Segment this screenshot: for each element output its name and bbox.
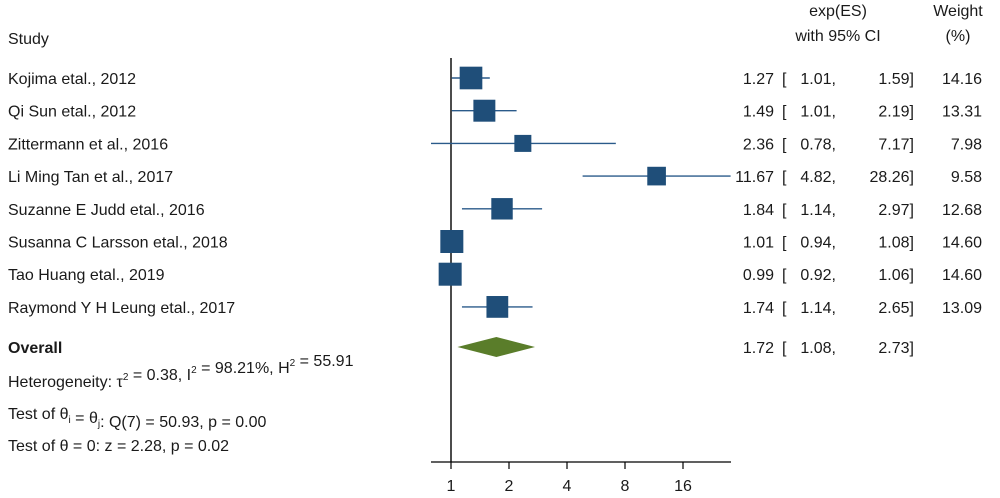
x-tick-label: 2 [505, 478, 514, 495]
x-tick-label: 1 [447, 478, 456, 495]
x-tick-label: 8 [621, 478, 630, 495]
study-label: Zittermann et al., 2016 [8, 136, 168, 153]
study-row: Qi Sun etal., 2012 1.49 [1.01, 2.19] 13.31 [8, 99, 982, 122]
study-label: Susanna C Larsson etal., 2018 [8, 235, 228, 252]
es-value: 11.67 [735, 169, 774, 186]
ci-lower: 4.82, [800, 169, 836, 186]
ci-upper: 2.65] [878, 300, 914, 317]
effect-marker [486, 296, 509, 318]
es-value: 1.27 [743, 71, 774, 88]
stat-heterogeneity: Heterogeneity: τ2 = 0.38, I2 = 98.21%, H… [8, 353, 354, 391]
overall-es: 1.72 [743, 340, 774, 357]
study-label: Kojima etal., 2012 [8, 71, 136, 88]
study-label: Suzanne E Judd etal., 2016 [8, 202, 205, 219]
header-es-line1: exp(ES) [809, 3, 867, 20]
overall-label: Overall [8, 340, 62, 357]
ci-upper: 28.26] [870, 169, 914, 186]
overall-bracket-open: [ [782, 340, 787, 357]
header-study: Study [8, 31, 49, 48]
study-row: Susanna C Larsson etal., 2018 1.01 [0.94, 1… [8, 230, 982, 253]
effect-marker [514, 134, 532, 152]
ci-upper: 7.17] [878, 136, 914, 153]
overall-row: Overall 1.72 [1.08, 2.73] [8, 337, 914, 357]
es-value: 1.01 [743, 235, 774, 252]
es-value: 0.99 [743, 267, 774, 284]
stat-test-equal: Test of θi = θj: Q(7) = 50.93, p = 0.00 [8, 406, 267, 431]
es-value: 2.36 [743, 136, 774, 153]
effect-marker [473, 99, 496, 122]
stat-test-zero: Test of θ = 0: z = 2.28, p = 0.02 [8, 438, 229, 455]
bracket-open: [ [782, 202, 787, 219]
x-axis: 1 2 4 8 16 [431, 58, 731, 495]
study-row: Li Ming Tan et al., 2017 11.67 [4.82, 28.26… [8, 166, 982, 186]
study-label: Qi Sun etal., 2012 [8, 104, 136, 121]
ci-lower: 1.14, [800, 300, 836, 317]
weight-value: 13.09 [942, 300, 982, 317]
study-label: Tao Huang etal., 2019 [8, 267, 165, 284]
x-tick-label: 16 [674, 478, 692, 495]
study-row: Suzanne E Judd etal., 2016 1.84 [1.14, 2.97… [8, 198, 982, 220]
ci-upper: 1.59] [878, 71, 914, 88]
weight-value: 12.68 [942, 202, 982, 219]
bracket-open: [ [782, 169, 787, 186]
effect-marker [491, 198, 513, 220]
bracket-open: [ [782, 104, 787, 121]
overall-ci-lower: 1.08, [800, 340, 836, 357]
es-value: 1.74 [743, 300, 774, 317]
overall-diamond [457, 337, 536, 357]
ci-lower: 0.94, [800, 235, 836, 252]
ci-lower: 1.01, [800, 71, 836, 88]
header-weight-line1: Weight [933, 3, 983, 20]
bracket-open: [ [782, 235, 787, 252]
overall-ci-upper: 2.73] [878, 340, 914, 357]
header-es-line2: with 95% CI [794, 28, 880, 45]
ci-upper: 1.06] [878, 267, 914, 284]
ci-upper: 2.19] [878, 104, 914, 121]
effect-marker [647, 166, 666, 186]
bracket-open: [ [782, 267, 787, 284]
weight-value: 14.16 [942, 71, 982, 88]
study-row: Kojima etal., 2012 1.27 [1.01, 1.59] 14.16 [8, 66, 982, 90]
weight-value: 9.58 [951, 169, 982, 186]
ci-lower: 0.92, [800, 267, 836, 284]
effect-marker [440, 230, 464, 253]
weight-value: 14.60 [942, 267, 982, 284]
bracket-open: [ [782, 71, 787, 88]
x-tick-label: 4 [563, 478, 572, 495]
ci-upper: 2.97] [878, 202, 914, 219]
study-row: Tao Huang etal., 2019 0.99 [0.92, 1.06] 14.6… [8, 262, 982, 286]
statistics-text: Heterogeneity: τ2 = 0.38, I2 = 98.21%, H… [8, 353, 354, 455]
es-value: 1.49 [743, 104, 774, 121]
study-label: Raymond Y H Leung etal., 2017 [8, 300, 235, 317]
study-label: Li Ming Tan et al., 2017 [8, 169, 173, 186]
study-rows: Kojima etal., 2012 1.27 [1.01, 1.59] 14.16 Qi… [8, 66, 982, 318]
effect-marker [438, 262, 462, 286]
weight-value: 7.98 [951, 136, 982, 153]
ci-lower: 1.14, [800, 202, 836, 219]
effect-marker [459, 66, 483, 90]
study-row: Raymond Y H Leung etal., 2017 1.74 [1.14, 2… [8, 296, 982, 318]
header-weight-line2: (%) [946, 28, 971, 45]
ci-lower: 0.78, [800, 136, 836, 153]
bracket-open: [ [782, 300, 787, 317]
weight-value: 13.31 [942, 104, 982, 121]
ci-upper: 1.08] [878, 235, 914, 252]
bracket-open: [ [782, 136, 787, 153]
study-row: Zittermann et al., 2016 2.36 [0.78, 7.17] 7.… [8, 134, 982, 153]
column-headers: Study exp(ES) with 95% CI Weight (%) [8, 3, 983, 48]
ci-lower: 1.01, [800, 104, 836, 121]
weight-value: 14.60 [942, 235, 982, 252]
es-value: 1.84 [743, 202, 774, 219]
